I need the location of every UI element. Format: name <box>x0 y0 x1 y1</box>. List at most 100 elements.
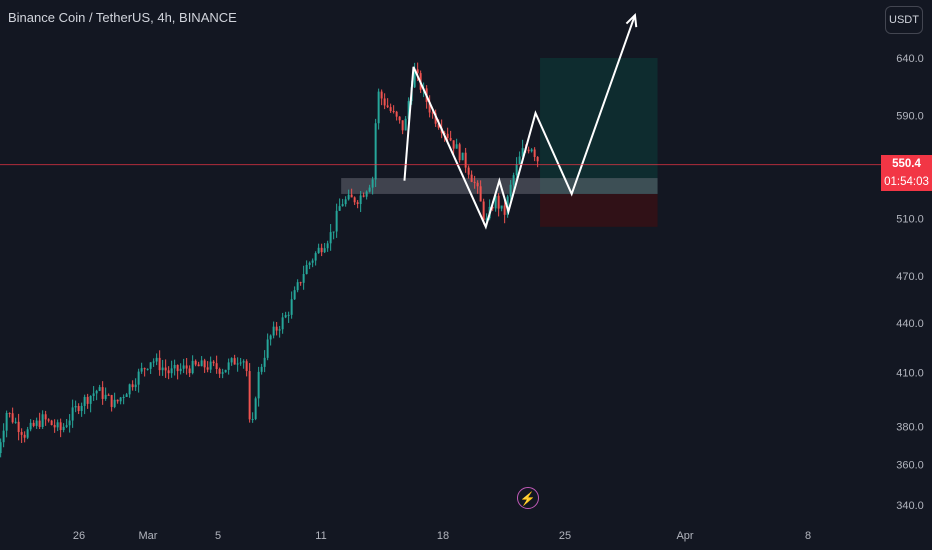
candle <box>284 311 287 319</box>
candle <box>452 140 455 156</box>
candle-body <box>341 204 344 207</box>
candle <box>266 333 269 361</box>
candle <box>92 386 95 401</box>
candle-body <box>44 414 47 420</box>
candle-body <box>350 194 353 198</box>
candle-body <box>149 362 152 369</box>
candle <box>245 359 248 377</box>
candle-body <box>185 365 188 369</box>
candle <box>470 170 473 183</box>
candle <box>275 321 278 336</box>
candle <box>392 105 395 114</box>
candle <box>227 358 230 375</box>
candle-body <box>116 399 119 402</box>
candle-body <box>434 113 437 124</box>
take-profit-zone <box>540 58 658 194</box>
candle <box>53 419 56 433</box>
candle <box>311 258 314 268</box>
support-zone <box>341 178 658 194</box>
candle <box>290 291 293 319</box>
candle-body <box>209 361 212 370</box>
candle <box>512 172 515 192</box>
candle <box>17 413 20 441</box>
candle <box>218 367 221 378</box>
candle-body <box>38 420 41 427</box>
candle-body <box>23 434 26 438</box>
candle-body <box>125 394 128 397</box>
candle <box>197 361 200 367</box>
candle-body <box>503 205 506 215</box>
candle-body <box>245 361 248 372</box>
candle-body <box>407 101 410 119</box>
candle-body <box>278 329 281 331</box>
pattern-drawing[interactable] <box>403 12 638 230</box>
candle <box>314 251 317 266</box>
candle-body <box>131 384 134 388</box>
candlestick-series <box>0 62 539 458</box>
candle-body <box>113 399 116 407</box>
candle-body <box>227 362 230 370</box>
candle <box>140 362 143 374</box>
candle-body <box>89 395 92 404</box>
candle <box>362 192 365 198</box>
candle-body <box>464 152 467 168</box>
time-axis[interactable]: 26 Mar 5 11 18 25 Apr 8 <box>73 530 811 542</box>
candle-body <box>176 364 179 372</box>
candle-body <box>281 317 284 330</box>
candle-body <box>299 282 302 284</box>
candle-body <box>50 420 53 426</box>
candle <box>209 356 212 373</box>
candle-body <box>224 369 227 373</box>
candle-body <box>251 419 254 421</box>
candle <box>467 165 470 179</box>
candle <box>449 130 452 142</box>
candle-body <box>233 358 236 365</box>
candle-body <box>155 357 158 362</box>
candle-body <box>29 422 32 430</box>
candle <box>230 357 233 366</box>
candle <box>32 420 35 428</box>
candle-body <box>365 191 368 197</box>
candle-body <box>266 339 269 358</box>
candle-body <box>32 422 35 426</box>
candle-body <box>467 167 470 175</box>
candle <box>350 188 353 198</box>
candle-body <box>293 290 296 300</box>
candle <box>461 152 464 161</box>
candle-body <box>119 397 122 402</box>
candle <box>179 363 182 375</box>
candle-body <box>359 195 362 204</box>
candle-body <box>527 149 530 152</box>
candle-body <box>509 184 512 197</box>
candle-body <box>230 358 233 363</box>
last-price-label: 550.4 <box>881 155 932 173</box>
candle-body <box>101 387 104 399</box>
candle <box>281 312 284 334</box>
candle <box>497 193 500 217</box>
currency-button[interactable]: USDT <box>885 6 923 34</box>
y-tick-label: 590.0 <box>896 110 924 122</box>
x-tick-label: 8 <box>805 530 811 542</box>
y-tick-label: 470.0 <box>896 271 924 283</box>
candle <box>161 359 164 376</box>
lightning-bolt-icon[interactable]: ⚡ <box>517 487 539 509</box>
candle <box>5 410 8 438</box>
candle-body <box>5 412 8 431</box>
candle <box>146 368 149 371</box>
candle <box>386 98 389 109</box>
candle-body <box>179 368 182 372</box>
candle <box>44 410 47 426</box>
candle <box>173 359 176 376</box>
candle-body <box>215 363 218 369</box>
candle-body <box>473 181 476 183</box>
candle <box>185 358 188 375</box>
candle <box>287 311 290 323</box>
candle-body <box>515 164 518 176</box>
price-axis[interactable]: 640.0590.0550.0510.0470.0440.0410.0380.0… <box>896 53 924 512</box>
candle-body <box>356 202 359 204</box>
candle-body <box>275 326 278 331</box>
candle-body <box>257 371 260 399</box>
candle-body <box>512 175 515 185</box>
candle-body <box>530 149 533 152</box>
